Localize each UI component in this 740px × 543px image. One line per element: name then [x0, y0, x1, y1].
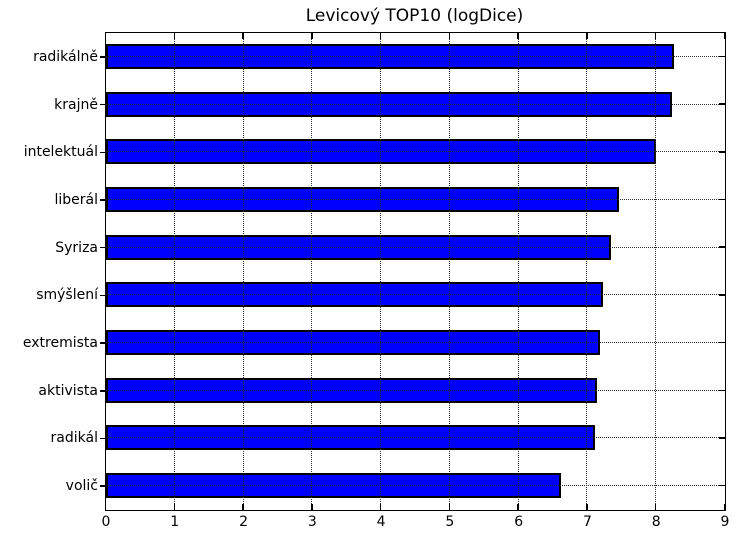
y-tick-mark: [99, 485, 105, 487]
x-tick-label: 4: [376, 514, 386, 530]
x-tick-mark: [379, 503, 382, 510]
x-tick-mark: [379, 32, 382, 39]
gridline-h: [105, 485, 725, 487]
y-tick-mark: [718, 484, 725, 487]
gridline-v: [242, 32, 244, 510]
x-tick-label: 6: [514, 514, 524, 530]
gridline-h: [105, 103, 725, 105]
y-tick-label: extremista: [22, 335, 98, 352]
y-tick-label: liberál: [54, 191, 98, 208]
y-tick-mark: [718, 389, 725, 391]
x-tick-label: 1: [170, 514, 180, 530]
x-tick-label: 3: [307, 514, 317, 530]
x-tick-label: 7: [582, 514, 592, 530]
gridline-h: [105, 151, 725, 153]
x-tick-mark: [448, 32, 451, 39]
y-tick-label: Syriza: [55, 239, 98, 256]
y-tick-mark: [99, 199, 105, 201]
y-tick-mark: [718, 151, 725, 153]
x-tick-mark: [104, 32, 107, 39]
y-tick-mark: [718, 437, 725, 439]
x-tick-mark: [586, 503, 588, 510]
x-tick-mark: [517, 503, 519, 510]
y-tick-mark: [718, 55, 725, 58]
x-tick-mark: [517, 32, 519, 39]
x-tick-mark: [448, 503, 451, 510]
gridline-v: [448, 32, 450, 510]
plot-area: [104, 31, 726, 511]
gridline-h: [105, 437, 725, 439]
y-tick-label: intelektuál: [23, 144, 98, 161]
y-tick-label: radikál: [50, 430, 98, 447]
gridline-h: [105, 294, 725, 296]
x-tick-mark: [723, 32, 726, 39]
y-tick-label: aktivista: [38, 382, 98, 399]
x-tick-mark: [311, 503, 313, 510]
y-tick-label: krajně: [54, 96, 98, 113]
x-tick-mark: [654, 503, 657, 510]
x-tick-label: 5: [445, 514, 455, 530]
y-tick-mark: [718, 246, 725, 248]
gridline-v: [517, 32, 519, 510]
x-tick-mark: [723, 503, 726, 510]
x-tick-label: 9: [720, 514, 730, 530]
y-tick-mark: [718, 198, 725, 201]
y-tick-mark: [718, 103, 725, 105]
gridline-h: [105, 246, 725, 248]
gridline-h: [105, 198, 725, 200]
x-tick-mark: [311, 32, 313, 39]
gridline-h: [105, 55, 725, 57]
x-tick-label: 0: [101, 514, 111, 530]
gridline-h: [105, 342, 725, 344]
y-tick-mark: [718, 294, 725, 296]
y-tick-label: radikálně: [33, 48, 98, 65]
gridline-h: [105, 389, 725, 391]
y-tick-mark: [99, 103, 105, 106]
y-tick-mark: [99, 56, 105, 58]
gridline-v: [655, 32, 657, 510]
x-tick-mark: [654, 32, 657, 39]
x-tick-label: 2: [239, 514, 249, 530]
y-tick-label: smýšlení: [36, 287, 98, 304]
gridline-v: [311, 32, 313, 510]
y-tick-mark: [99, 294, 105, 297]
y-tick-mark: [99, 437, 105, 440]
y-tick-mark: [99, 151, 105, 153]
x-tick-mark: [242, 32, 244, 39]
x-tick-mark: [173, 32, 176, 39]
gridline-v: [173, 32, 175, 510]
y-tick-label: volič: [65, 478, 98, 495]
gridline-v: [380, 32, 382, 510]
x-tick-mark: [173, 503, 176, 510]
x-tick-mark: [586, 32, 588, 39]
y-tick-mark: [99, 342, 105, 344]
x-tick-mark: [104, 503, 107, 510]
x-tick-mark: [242, 503, 244, 510]
gridline-v: [586, 32, 588, 510]
x-tick-label: 8: [651, 514, 661, 530]
chart-title: Levicový TOP10 (logDice): [305, 6, 524, 26]
y-tick-mark: [99, 390, 105, 392]
y-tick-mark: [99, 246, 105, 249]
y-tick-mark: [718, 341, 725, 344]
